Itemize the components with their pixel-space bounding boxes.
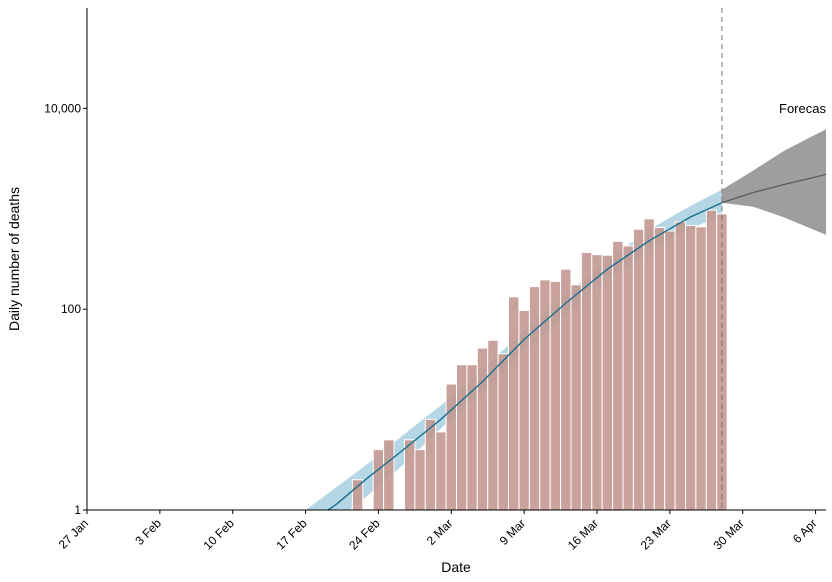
x-tick-label-6: 9 Mar [497, 516, 529, 548]
bar-2020-03-07 [497, 353, 510, 510]
bar-2020-03-10 [528, 286, 541, 510]
y-tick-label-2: 10,000 [44, 101, 81, 115]
bar-2020-03-22 [653, 227, 666, 510]
bar-2020-03-18 [612, 240, 624, 510]
x-tick-label-10: 6 Apr [790, 516, 820, 546]
forecast-line-layer [721, 173, 827, 204]
x-tick-label-5: 2 Mar [424, 516, 456, 548]
bar-2020-02-22 [351, 479, 364, 510]
x-tick-label-1: 3 Feb [132, 516, 164, 548]
model-fit-line [326, 202, 723, 510]
forecast-label: Forecas [779, 101, 826, 116]
bar-2020-03-13 [560, 268, 572, 510]
x-tick-label-9: 30 Mar [711, 516, 747, 552]
fit-line-layer [326, 202, 723, 510]
bar-2020-03-02 [445, 383, 458, 510]
bar-2020-03-21 [643, 218, 655, 510]
bar-2020-03-03 [456, 364, 468, 510]
forecast-band [721, 129, 826, 235]
x-tick-label-8: 23 Mar [638, 516, 674, 552]
bar-2020-03-15 [580, 251, 593, 510]
x-tick-label-7: 16 Mar [565, 516, 601, 552]
bar-2020-03-26 [695, 226, 707, 510]
bar-2020-02-27 [404, 439, 416, 510]
axes-layer [86, 8, 826, 511]
x-tick-label-0: 27 Jan [56, 516, 91, 551]
bar-2020-03-09 [518, 310, 530, 510]
bars-layer [351, 209, 728, 510]
y-tick-label-0: 1 [74, 503, 81, 517]
bar-2020-03-24 [674, 221, 686, 510]
bar-2020-03-06 [487, 339, 499, 510]
x-axis-title: Date [441, 559, 471, 575]
bar-2020-03-20 [632, 228, 645, 510]
bar-2020-02-25 [383, 439, 395, 510]
bar-2020-03-17 [601, 254, 614, 510]
bar-2020-03-04 [466, 364, 478, 510]
x-tick-label-3: 17 Feb [273, 516, 310, 553]
bar-2020-03-27 [705, 209, 718, 510]
bar-2020-03-01 [435, 431, 447, 510]
x-tick-label-4: 24 Feb [346, 516, 383, 553]
bar-2020-03-08 [508, 296, 520, 510]
bar-2020-03-11 [539, 279, 551, 510]
bar-2020-02-28 [414, 449, 426, 510]
bar-2020-02-29 [424, 418, 437, 510]
y-tick-label-1: 100 [61, 302, 81, 316]
forecast-line [721, 173, 827, 204]
bar-2020-03-16 [591, 254, 603, 510]
x-tick-label-2: 10 Feb [201, 516, 238, 553]
plot-area [305, 129, 827, 510]
y-axis-title: Daily number of deaths [6, 187, 22, 331]
bar-2020-03-25 [685, 224, 697, 510]
bar-2020-02-24 [372, 449, 385, 510]
bar-2020-03-19 [622, 245, 634, 510]
forecast-band-layer [721, 129, 826, 235]
bar-2020-03-23 [664, 230, 676, 510]
bar-2020-03-05 [476, 347, 489, 510]
bar-2020-03-14 [570, 284, 582, 510]
